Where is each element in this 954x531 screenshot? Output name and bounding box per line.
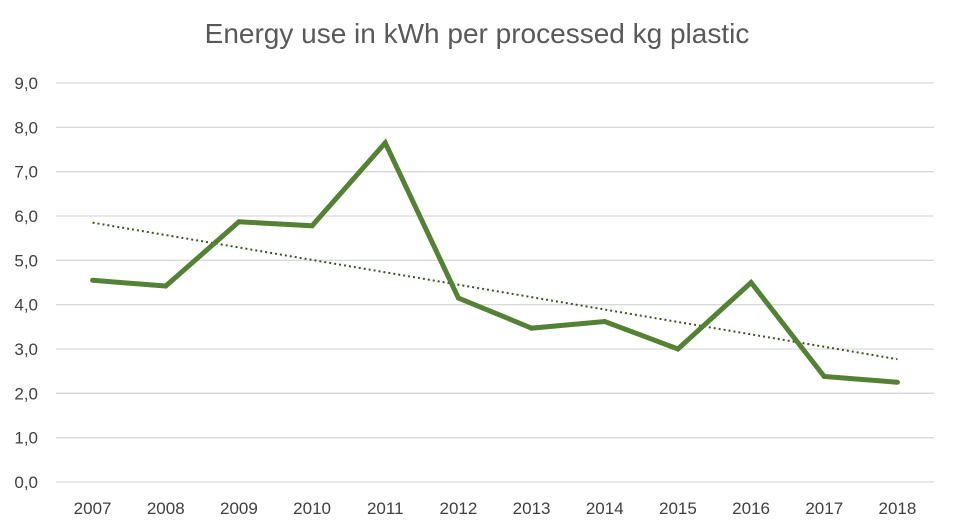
- x-tick-label: 2010: [293, 499, 331, 518]
- x-tick-label: 2007: [74, 499, 112, 518]
- series-line: [92, 138, 898, 385]
- x-tick-label: 2016: [732, 499, 770, 518]
- y-tick-label: 8,0: [14, 118, 38, 137]
- x-tick-label: 2009: [220, 499, 258, 518]
- chart-title: Energy use in kWh per processed kg plast…: [204, 18, 750, 49]
- x-tick-label: 2018: [879, 499, 917, 518]
- x-tick-label: 2017: [805, 499, 843, 518]
- data-point: [821, 373, 827, 379]
- data-point: [748, 280, 754, 285]
- y-tick-label: 1,0: [14, 429, 38, 448]
- data-point: [163, 283, 169, 289]
- y-tick-label: 2,0: [14, 384, 38, 403]
- data-point: [894, 379, 900, 385]
- data-point: [236, 219, 242, 225]
- data-point: [529, 325, 535, 331]
- trendline: [92, 221, 898, 361]
- data-point: [602, 319, 608, 325]
- data-point: [675, 346, 681, 352]
- y-tick-label: 7,0: [14, 163, 38, 182]
- x-tick-label: 2011: [367, 499, 404, 518]
- y-tick-label: 9,0: [14, 74, 38, 93]
- x-tick-label: 2014: [586, 499, 624, 518]
- y-tick-label: 3,0: [14, 340, 38, 359]
- y-tick-label: 0,0: [14, 473, 38, 492]
- data-point: [90, 277, 96, 283]
- x-tick-label: 2012: [440, 499, 478, 518]
- x-tick-label: 2008: [147, 499, 185, 518]
- y-tick-label: 4,0: [14, 296, 38, 315]
- x-tick-label: 2015: [659, 499, 697, 518]
- data-point: [309, 223, 315, 229]
- data-point: [382, 140, 388, 146]
- y-tick-label: 6,0: [14, 207, 38, 226]
- data-point: [455, 295, 461, 301]
- y-tick-label: 5,0: [14, 251, 38, 270]
- x-tick-label: 2013: [513, 499, 551, 518]
